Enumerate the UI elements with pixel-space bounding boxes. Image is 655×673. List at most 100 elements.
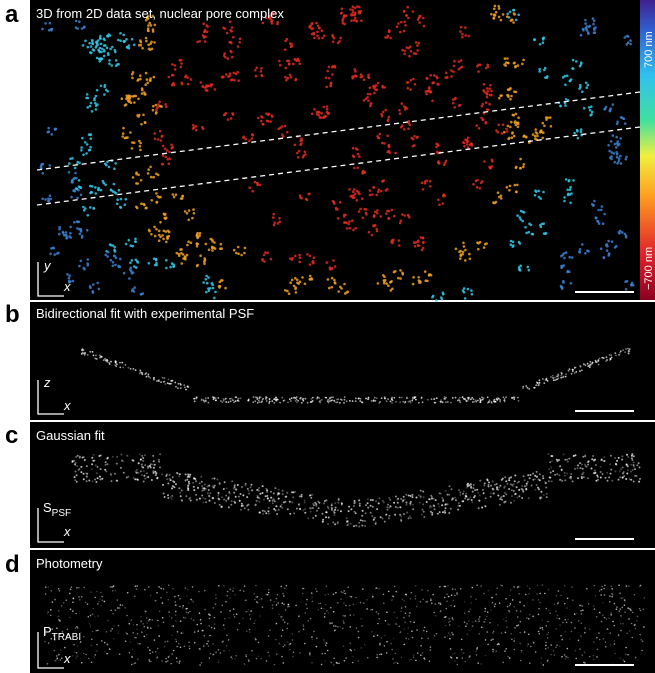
localization [118,189,121,192]
localization [185,479,187,481]
localization [599,590,601,592]
localization [312,32,315,35]
localization [334,265,337,268]
localization [380,653,382,655]
localization [580,610,582,612]
localization [577,464,579,466]
localization [248,186,251,189]
localization [563,196,566,199]
localization [125,364,127,366]
localization [414,83,417,86]
localization [287,606,289,608]
localization [539,479,541,481]
localization [205,291,208,294]
localization [448,622,450,624]
localization [74,190,77,193]
localization [550,644,552,646]
localization [459,397,461,399]
localization [639,478,641,480]
localization [95,464,97,466]
localization [168,231,171,234]
localization [620,350,622,352]
localization [213,607,215,609]
localization [578,620,580,622]
localization [328,507,330,509]
localization [491,597,493,599]
localization [343,283,346,286]
localization [312,507,314,509]
localization [236,71,239,74]
localization [292,656,294,658]
localization [575,371,577,373]
localization [322,521,324,523]
localization [608,253,611,256]
localization [65,234,68,237]
localization [221,642,223,644]
localization [87,603,89,605]
localization [572,599,574,601]
localization [331,267,334,270]
localization [187,219,190,222]
localization [165,267,168,270]
localization [94,597,96,599]
localization [284,588,286,590]
localization [319,116,322,119]
localization [260,401,262,403]
localization [421,514,423,516]
localization [374,397,376,399]
localization [72,610,74,612]
localization [485,639,487,641]
localization [366,608,368,610]
localization [566,622,568,624]
localization [185,608,187,610]
localization [447,401,449,403]
localization [169,157,172,160]
localization [495,594,497,596]
localization [458,489,460,491]
localization [387,623,389,625]
localization [311,398,313,400]
localization [564,472,566,474]
localization [226,32,229,35]
localization [275,505,277,507]
localization [442,202,445,205]
localization [91,110,94,113]
localization [180,66,183,69]
localization [513,135,516,138]
localization [166,592,168,594]
localization [334,514,336,516]
localization [492,489,494,491]
localization [201,481,203,483]
localization [167,660,169,662]
localization [617,140,620,143]
localization [204,635,206,637]
localization [469,496,471,498]
localization [629,348,631,350]
localization [126,477,128,479]
axis-label: x [63,651,71,666]
localization [299,508,301,510]
localization [274,601,276,603]
localization [96,650,98,652]
localization [515,493,517,495]
localization [265,495,267,497]
localization [519,216,522,219]
localization [522,166,525,169]
localization [167,641,169,643]
localization [358,193,361,196]
localization [400,631,402,633]
localization [69,593,71,595]
localization [136,588,138,590]
localization [629,630,631,632]
localization [515,191,518,194]
localization [483,90,486,93]
localization [510,502,512,504]
localization [315,503,317,505]
localization [290,43,293,46]
localization [542,584,544,586]
localization [293,651,295,653]
localization [622,349,624,351]
localization [504,398,506,400]
localization [534,194,537,197]
localization [364,520,366,522]
